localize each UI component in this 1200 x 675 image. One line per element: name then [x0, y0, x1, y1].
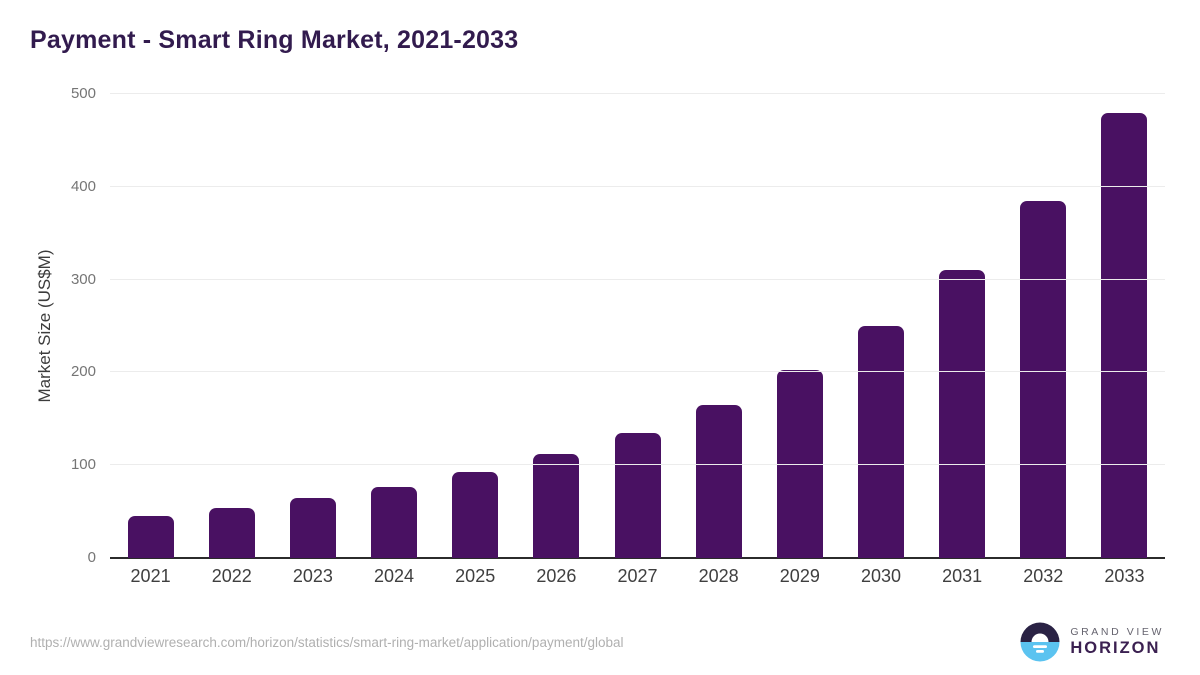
- x-tick-label-2030: 2030: [860, 566, 901, 586]
- x-tick-label-2033: 2033: [1104, 566, 1145, 586]
- gridline-200: [110, 371, 1165, 373]
- logo-text-horizon: HORIZON: [1070, 638, 1161, 657]
- bar-2026[interactable]: [533, 454, 580, 558]
- bar-2033[interactable]: [1101, 112, 1148, 558]
- x-tick-label-2028: 2028: [698, 566, 739, 586]
- x-tick-label-2027: 2027: [617, 566, 658, 586]
- y-tick-label-500: 500: [70, 85, 96, 102]
- bar-slot-2032: [1003, 94, 1084, 558]
- bar-slot-2028: [678, 94, 759, 558]
- bar-2024[interactable]: [371, 486, 418, 558]
- x-tick-label-2021: 2021: [130, 566, 171, 586]
- x-tick-label-2024: 2024: [374, 566, 415, 586]
- bar-2021[interactable]: [127, 516, 174, 558]
- y-tick-label-400: 400: [70, 177, 96, 195]
- plot-area: 0 100 200 300 400 500: [71, 85, 1165, 566]
- grand-view-horizon-logo: GRAND VIEW HORIZON: [1020, 622, 1164, 662]
- bar-2025[interactable]: [452, 471, 499, 558]
- bar-2029[interactable]: [776, 369, 823, 558]
- horizon-sun-icon: [1020, 622, 1060, 662]
- bar-slot-2030: [840, 94, 921, 558]
- bar-slot-2026: [516, 94, 597, 558]
- logo-wordmark: GRAND VIEW HORIZON: [1070, 626, 1164, 657]
- y-tick-label-100: 100: [70, 456, 96, 474]
- y-axis-title: Market Size (US$M): [35, 249, 54, 403]
- x-tick-label-2022: 2022: [211, 566, 252, 586]
- bar-2028[interactable]: [695, 404, 742, 558]
- gridline-400: [110, 185, 1165, 187]
- bar-series: [110, 94, 1165, 558]
- gridline-300: [110, 278, 1165, 280]
- x-tick-label-2032: 2032: [1023, 566, 1064, 586]
- bar-2032[interactable]: [1020, 200, 1067, 558]
- bar-2022[interactable]: [208, 507, 255, 558]
- x-tick-label-2025: 2025: [455, 566, 496, 586]
- chart-title: Payment - Smart Ring Market, 2021-2033: [30, 26, 519, 54]
- source-url: https://www.grandviewresearch.com/horizo…: [30, 634, 624, 650]
- bar-slot-2024: [353, 94, 434, 558]
- x-tick-label-2031: 2031: [942, 566, 983, 586]
- bar-2023[interactable]: [289, 497, 336, 558]
- bar-slot-2025: [435, 94, 516, 558]
- x-tick-label-2026: 2026: [536, 566, 577, 586]
- x-axis-labels: 2021 2022 2023 2024 2025 2026 2027 2028 2029 2030…: [110, 566, 1165, 587]
- bar-slot-2031: [922, 94, 1003, 558]
- footer: https://www.grandviewresearch.com/horizo…: [0, 617, 1200, 675]
- x-axis-line: [110, 557, 1165, 559]
- bar-slot-2023: [272, 94, 353, 558]
- bar-slot-2027: [597, 94, 678, 558]
- bar-slot-2022: [191, 94, 272, 558]
- gridline-500: [110, 93, 1165, 94]
- x-tick-label-2023: 2023: [292, 566, 333, 586]
- y-tick-label-0: 0: [87, 549, 96, 566]
- y-tick-label-300: 300: [70, 270, 96, 288]
- y-tick-label-200: 200: [70, 363, 96, 381]
- bar-slot-2021: [110, 94, 191, 558]
- bar-2030[interactable]: [857, 326, 904, 558]
- bar-slot-2029: [759, 94, 840, 558]
- x-tick-label-2029: 2029: [779, 566, 820, 586]
- bar-2027[interactable]: [614, 432, 661, 558]
- logo-text-grand-view: GRAND VIEW: [1070, 626, 1164, 639]
- gridline-100: [110, 464, 1165, 466]
- bar-2031[interactable]: [939, 270, 986, 558]
- bar-slot-2033: [1084, 94, 1165, 558]
